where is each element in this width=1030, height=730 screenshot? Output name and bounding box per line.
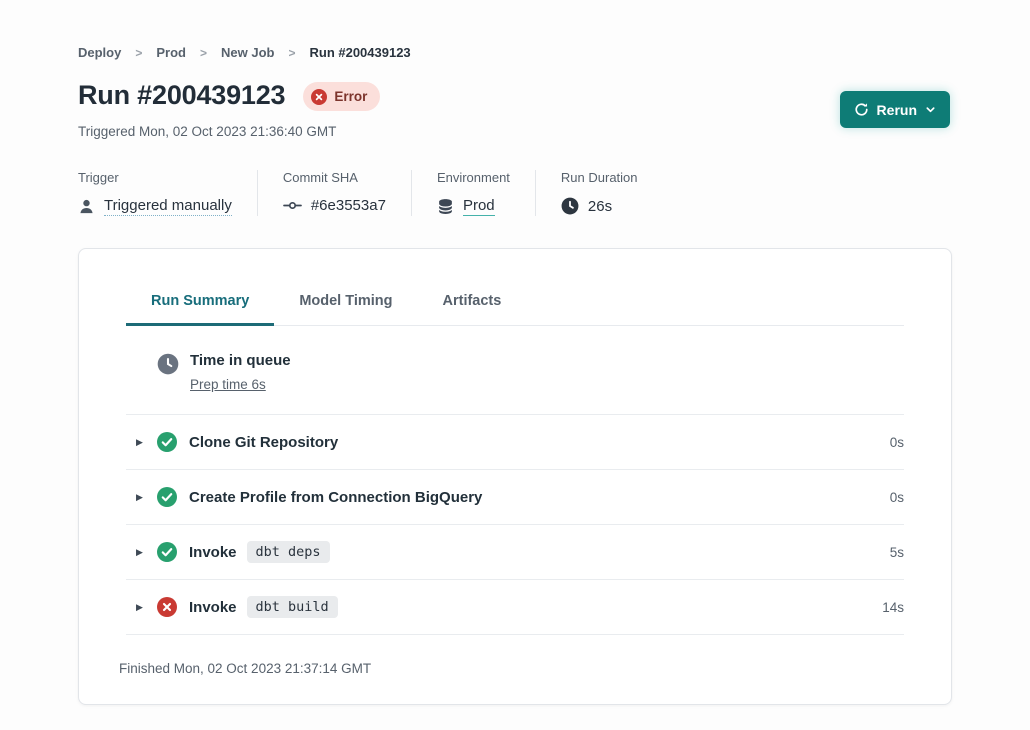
run-duration-value: 26s — [587, 197, 613, 215]
rerun-button[interactable]: Rerun — [839, 91, 950, 128]
meta-environment-label: Environment — [436, 170, 510, 185]
meta-trigger-label: Trigger — [78, 170, 119, 185]
rerun-button-label: Rerun — [876, 101, 917, 118]
run-meta-strip: Trigger Triggered manually Commit SHA #6… — [78, 170, 688, 216]
error-circle-icon — [311, 88, 328, 105]
page-title: Run #200439123 — [78, 80, 286, 110]
success-check-icon — [157, 432, 177, 452]
run-summary-card: Run Summary Model Timing Artifacts Time … — [78, 248, 952, 705]
command-chip: dbt build — [246, 596, 338, 618]
step-label: Invoke — [189, 598, 237, 616]
meta-commit-sha: Commit SHA #6e3553a7 — [283, 170, 412, 216]
breadcrumb-new-job[interactable]: New Job — [221, 45, 275, 60]
step-row-create-profile[interactable]: ▶ Create Profile from Connection BigQuer… — [126, 470, 904, 525]
queue-row: Time in queue Prep time 6s — [126, 326, 904, 415]
step-row-clone-git[interactable]: ▶ Clone Git Repository 0s — [126, 415, 904, 470]
meta-environment: Environment Prod — [437, 170, 536, 216]
breadcrumb: Deploy > Prod > New Job > Run #200439123 — [78, 45, 411, 60]
step-list: Time in queue Prep time 6s ▶ Clone Git R… — [126, 326, 904, 635]
commit-sha-value: #6e3553a7 — [310, 197, 386, 214]
prep-time-link[interactable]: Prep time 6s — [190, 377, 266, 392]
tab-run-summary[interactable]: Run Summary — [126, 283, 275, 326]
queue-title: Time in queue — [190, 352, 291, 369]
meta-trigger: Trigger Triggered manually — [78, 170, 258, 216]
expand-caret-icon[interactable]: ▶ — [136, 601, 143, 612]
meta-commit-label: Commit SHA — [282, 170, 358, 185]
trigger-value[interactable]: Triggered manually — [104, 197, 232, 216]
tab-artifacts[interactable]: Artifacts — [442, 293, 502, 309]
clock-icon — [561, 197, 579, 215]
status-badge-label: Error — [334, 89, 368, 104]
step-label: Clone Git Repository — [189, 433, 339, 451]
expand-caret-icon[interactable]: ▶ — [136, 546, 143, 557]
meta-duration-label: Run Duration — [560, 170, 638, 185]
breadcrumb-current-run: Run #200439123 — [309, 45, 411, 60]
command-chip: dbt deps — [246, 541, 330, 563]
chevron-right-icon: > — [288, 45, 296, 60]
step-row-dbt-build[interactable]: ▶ Invoke dbt build 14s — [126, 580, 904, 635]
expand-caret-icon[interactable]: ▶ — [136, 436, 143, 447]
step-duration: 5s — [889, 544, 904, 560]
step-label: Create Profile from Connection BigQuery — [189, 488, 483, 506]
meta-run-duration: Run Duration 26s — [561, 170, 663, 216]
finished-timestamp: Finished Mon, 02 Oct 2023 21:37:14 GMT — [119, 661, 372, 676]
chevron-down-icon — [925, 104, 936, 115]
queue-clock-icon — [157, 353, 179, 375]
step-duration: 0s — [889, 434, 904, 450]
step-label: Invoke — [189, 543, 237, 561]
status-badge: Error — [303, 82, 381, 111]
chevron-right-icon: > — [199, 45, 207, 60]
expand-caret-icon[interactable]: ▶ — [136, 491, 143, 502]
commit-icon — [282, 199, 302, 212]
refresh-icon — [854, 102, 869, 117]
database-icon — [437, 198, 454, 215]
triggered-timestamp: Triggered Mon, 02 Oct 2023 21:36:40 GMT — [78, 124, 337, 139]
tab-bar: Run Summary Model Timing Artifacts — [126, 283, 904, 326]
person-icon — [78, 198, 95, 215]
step-duration: 14s — [882, 599, 904, 615]
breadcrumb-deploy[interactable]: Deploy — [78, 45, 122, 60]
step-row-dbt-deps[interactable]: ▶ Invoke dbt deps 5s — [126, 525, 904, 580]
chevron-right-icon: > — [135, 45, 143, 60]
tab-model-timing[interactable]: Model Timing — [299, 293, 393, 309]
error-circle-icon — [157, 597, 177, 617]
success-check-icon — [157, 542, 177, 562]
environment-link[interactable]: Prod — [462, 197, 495, 216]
breadcrumb-prod[interactable]: Prod — [156, 45, 186, 60]
success-check-icon — [157, 487, 177, 507]
step-duration: 0s — [889, 489, 904, 505]
title-row: Run #200439123 Error — [78, 80, 381, 111]
